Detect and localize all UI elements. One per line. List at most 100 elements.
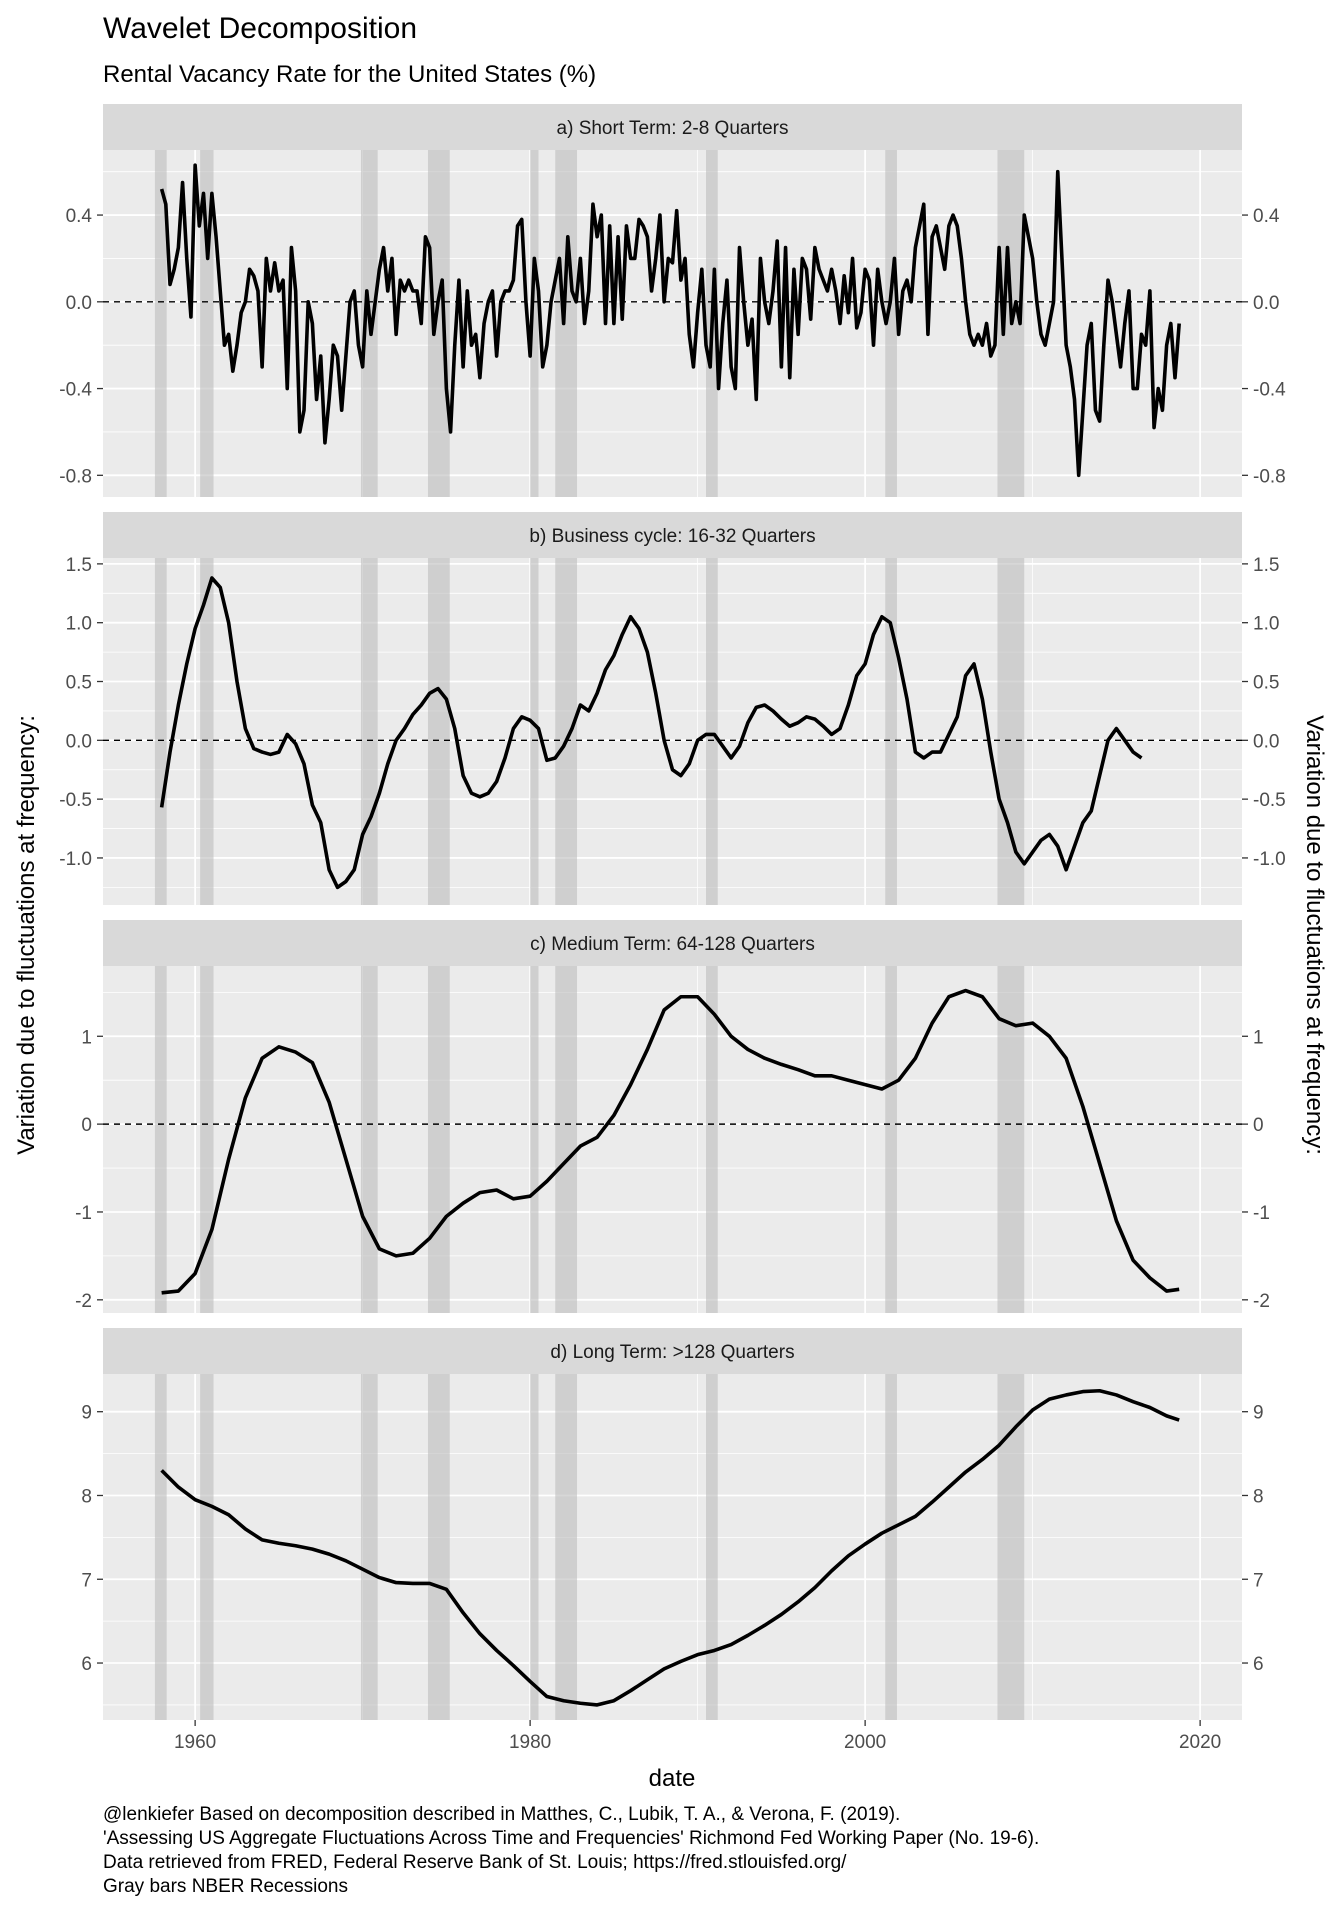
y-tick-label-left: -1.0: [59, 849, 92, 870]
panel-strip: [103, 920, 1242, 966]
y-tick-label-left: 9: [81, 1403, 92, 1424]
recession-bar: [427, 1374, 450, 1720]
recession-bar: [154, 966, 167, 1313]
recession-bar: [154, 558, 167, 905]
recession-bar: [885, 558, 897, 905]
y-tick-label-left: 0.0: [66, 293, 92, 314]
recession-bar: [427, 150, 450, 497]
recession-bar: [997, 558, 1025, 905]
y-tick-label-right: 6: [1253, 1654, 1264, 1675]
recession-bar: [997, 1374, 1025, 1720]
y-tick-label-left: 1.5: [66, 555, 92, 576]
y-tick-label-left: -0.5: [59, 790, 92, 811]
y-tick-label-right: 1.0: [1253, 614, 1279, 635]
y-tick-label-left: -0.4: [59, 380, 92, 401]
y-tick-label-right: 1.5: [1253, 555, 1279, 576]
panel-strip: [103, 1328, 1242, 1374]
y-tick-label-right: 0.0: [1253, 293, 1279, 314]
panel-3: c) Medium Term: 64-128 Quarters -2 -2 -1 -1 0…: [75, 920, 1270, 1313]
recession-bar: [555, 558, 578, 905]
panel-1: a) Short Term: 2-8 Quarters -0.8 -0.8 -0.4 -…: [59, 104, 1286, 497]
panel-title: b) Business cycle: 16-32 Quarters: [529, 526, 815, 547]
y-tick-label-left: 1: [81, 1027, 92, 1048]
recession-bar: [154, 150, 167, 497]
series-line: [159, 163, 1181, 478]
y-tick-label-left: 6: [81, 1654, 92, 1675]
recession-bar: [154, 1374, 167, 1720]
recession-bar: [360, 1374, 378, 1720]
recession-bar: [885, 966, 897, 1313]
panel-strip: [103, 512, 1242, 558]
recession-bar: [706, 966, 718, 1313]
x-tick-label: 1980: [509, 1732, 551, 1753]
panel-2: b) Business cycle: 16-32 Quarters -1.0 -1.…: [59, 512, 1286, 905]
recession-bar: [885, 1374, 897, 1720]
recession-bar: [427, 966, 450, 1313]
chart-title: Wavelet Decomposition: [103, 12, 417, 45]
caption-line: @lenkiefer Based on decomposition descri…: [103, 1804, 900, 1825]
panel-background: [103, 150, 1242, 497]
y-tick-label-right: -2: [1253, 1291, 1270, 1312]
recession-bar: [885, 150, 897, 497]
recession-bar: [706, 1374, 718, 1720]
panel-background: [103, 558, 1242, 905]
caption-line: Gray bars NBER Recessions: [103, 1876, 348, 1897]
chart-subtitle: Rental Vacancy Rate for the United State…: [103, 61, 596, 88]
panel-title: a) Short Term: 2-8 Quarters: [557, 118, 789, 139]
caption-line: 'Assessing US Aggregate Fluctuations Acr…: [103, 1828, 1039, 1849]
y-tick-label-left: 8: [81, 1486, 92, 1507]
y-tick-label-left: 0.5: [66, 673, 92, 694]
recession-bar: [200, 558, 214, 905]
x-tick-label: 2020: [1179, 1732, 1221, 1753]
y-axis-label-right: Variation due to fluctuations at frequen…: [1301, 715, 1328, 1155]
y-tick-label-right: 0.4: [1253, 206, 1280, 227]
y-tick-label-left: 0.4: [66, 206, 93, 227]
recession-bar: [200, 966, 214, 1313]
y-tick-label-right: -0.8: [1253, 466, 1286, 487]
y-tick-label-left: -0.8: [59, 466, 92, 487]
y-tick-label-right: -1.0: [1253, 849, 1286, 870]
caption-line: Data retrieved from FRED, Federal Reserv…: [103, 1852, 847, 1873]
y-tick-label-right: 0.5: [1253, 673, 1279, 694]
series-line: [161, 988, 1180, 1295]
panel-strip: [103, 104, 1242, 150]
y-tick-label-left: 0: [81, 1115, 92, 1136]
recession-bar: [530, 558, 539, 905]
y-tick-label-left: -1: [75, 1203, 92, 1224]
x-tick-label: 1960: [174, 1732, 216, 1753]
panel-title: c) Medium Term: 64-128 Quarters: [530, 934, 815, 955]
panels: a) Short Term: 2-8 Quarters -0.8 -0.8 -0.4 -…: [59, 104, 1286, 1720]
recession-bar: [530, 966, 539, 1313]
y-tick-label-left: 7: [81, 1570, 92, 1591]
recession-bar: [530, 150, 539, 497]
y-tick-label-left: 0.0: [66, 731, 92, 752]
series-line: [159, 576, 1143, 890]
y-tick-label-left: 1.0: [66, 614, 92, 635]
recession-bar: [427, 558, 450, 905]
y-axis-label-left: Variation due to fluctuations at frequen…: [13, 715, 40, 1155]
recession-bar: [200, 1374, 214, 1720]
x-axis-label: date: [649, 1765, 696, 1792]
y-tick-label-right: 0: [1253, 1115, 1264, 1136]
y-tick-label-right: -0.5: [1253, 790, 1286, 811]
x-tick-label: 2000: [844, 1732, 886, 1753]
y-tick-label-right: 1: [1253, 1027, 1264, 1048]
y-tick-label-right: 0.0: [1253, 731, 1279, 752]
y-tick-label-right: 7: [1253, 1570, 1264, 1591]
panel-4: d) Long Term: >128 Quarters 6 6 7 7 8 8 9 9: [81, 1328, 1264, 1720]
recession-bar: [360, 966, 378, 1313]
caption: @lenkiefer Based on decomposition descri…: [103, 1804, 1039, 1897]
panel-title: d) Long Term: >128 Quarters: [550, 1342, 794, 1363]
recession-bar: [706, 558, 718, 905]
panel-background: [103, 1374, 1242, 1720]
y-tick-label-left: -2: [75, 1291, 92, 1312]
recession-bar: [555, 966, 578, 1313]
recession-bar: [555, 1374, 578, 1720]
y-tick-label-right: 8: [1253, 1486, 1264, 1507]
y-tick-label-right: 9: [1253, 1403, 1264, 1424]
y-tick-label-right: -1: [1253, 1203, 1270, 1224]
x-axis: 1960 1980 2000 2020: [174, 1720, 1221, 1753]
recession-bar: [530, 1374, 539, 1720]
recession-bar: [555, 150, 578, 497]
